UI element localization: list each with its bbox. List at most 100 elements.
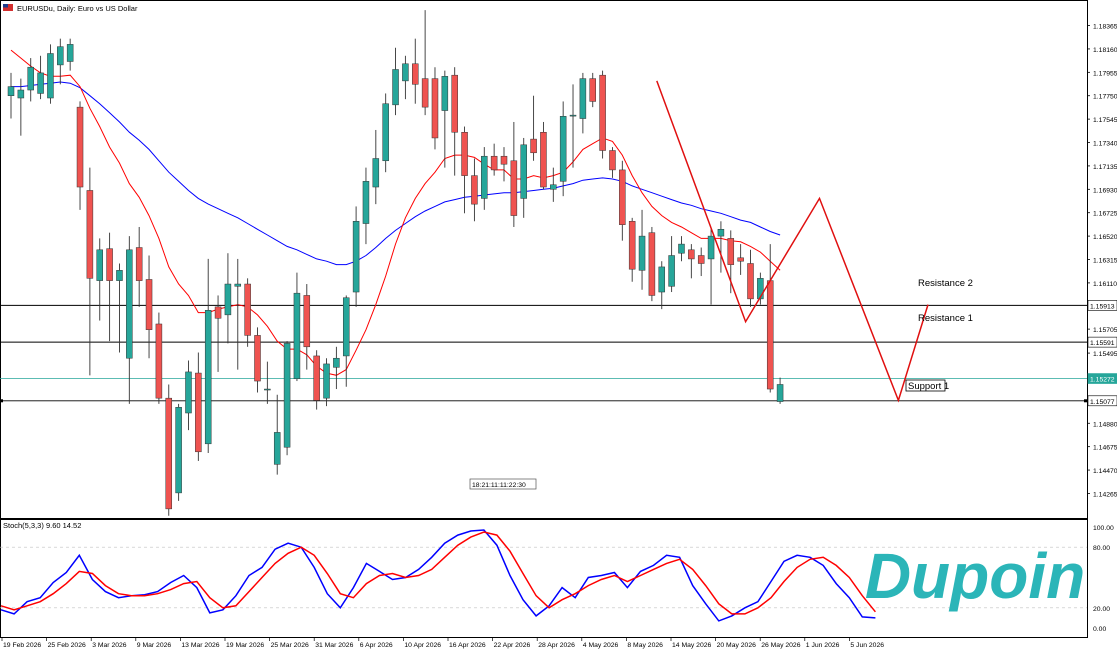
candle-body bbox=[776, 384, 784, 402]
y-tick-label: 1.16315 bbox=[1093, 258, 1117, 265]
moving-averages-layer bbox=[10, 49, 781, 376]
candle-body bbox=[737, 257, 744, 262]
candle bbox=[747, 249, 754, 307]
candle-body bbox=[185, 371, 192, 414]
candle-body bbox=[392, 69, 399, 106]
candle-body bbox=[165, 397, 173, 510]
candle bbox=[510, 121, 518, 227]
y-tick-label: 1.17135 bbox=[1093, 164, 1117, 171]
support-line-handle bbox=[1084, 399, 1087, 403]
time-box-text: 18:21:11:11:22:30 bbox=[472, 482, 526, 489]
candle bbox=[352, 206, 360, 307]
candle-body bbox=[579, 78, 587, 119]
candle-body bbox=[313, 355, 320, 401]
candle bbox=[47, 44, 54, 104]
candle bbox=[126, 236, 133, 404]
candle bbox=[658, 261, 666, 310]
candle-body bbox=[283, 343, 291, 448]
candle bbox=[66, 38, 74, 71]
candle-body bbox=[766, 280, 774, 390]
candle bbox=[392, 47, 399, 116]
candle-body bbox=[648, 232, 656, 296]
candle bbox=[559, 101, 567, 197]
candle bbox=[599, 70, 606, 159]
candle bbox=[471, 158, 478, 222]
candle-body bbox=[441, 76, 449, 111]
candles-layer bbox=[7, 10, 784, 516]
candle-body bbox=[224, 283, 232, 316]
candle-body bbox=[569, 114, 577, 117]
candle bbox=[165, 384, 173, 516]
x-tick-label: 6 Apr 2026 bbox=[360, 642, 393, 649]
candle bbox=[323, 358, 330, 407]
candle-body bbox=[382, 103, 389, 162]
candle bbox=[17, 78, 25, 136]
candle-body bbox=[402, 63, 409, 82]
stoch-tick-label: 100.00 bbox=[1093, 525, 1114, 532]
candle-body bbox=[362, 181, 370, 224]
candle bbox=[27, 58, 34, 102]
candle-body bbox=[757, 278, 764, 300]
candle-body bbox=[7, 86, 15, 96]
candle-body bbox=[204, 310, 212, 445]
x-tick-label: 3 Mar 2026 bbox=[92, 642, 127, 649]
candle bbox=[283, 341, 291, 456]
candle bbox=[175, 403, 182, 501]
candle-body bbox=[293, 292, 301, 380]
stoch-label: Stoch(5,3,3) 9.60 14.52 bbox=[3, 521, 81, 530]
stoch-tick-label: 20.00 bbox=[1093, 606, 1110, 613]
x-tick-label: 13 Mar 2026 bbox=[181, 642, 219, 649]
ma-fast-line bbox=[10, 49, 781, 376]
candle bbox=[204, 258, 212, 453]
price-tag-label: 1.15913 bbox=[1090, 303, 1115, 310]
candle bbox=[569, 84, 577, 168]
candle bbox=[244, 278, 251, 347]
y-tick-label: 1.16725 bbox=[1093, 211, 1117, 218]
candle bbox=[372, 129, 380, 205]
candle-body bbox=[135, 247, 143, 281]
candle-body bbox=[254, 335, 261, 382]
y-tick-label: 1.15705 bbox=[1093, 327, 1117, 334]
candle-body bbox=[17, 89, 25, 99]
candle-body bbox=[727, 238, 735, 265]
horizontal-lines-layer bbox=[0, 304, 1087, 403]
price-tag-box bbox=[1087, 300, 1117, 311]
candle bbox=[461, 126, 468, 214]
y-tick-label: 1.16930 bbox=[1093, 187, 1117, 194]
resistance-1-label: Resistance 1 bbox=[918, 313, 973, 324]
x-tick-label: 1 Jun 2026 bbox=[806, 642, 840, 649]
candle bbox=[619, 160, 626, 241]
candle bbox=[96, 238, 103, 321]
candle-body bbox=[323, 363, 330, 399]
candle-body bbox=[500, 155, 508, 165]
candle-body bbox=[550, 184, 557, 190]
candle bbox=[362, 167, 370, 245]
price-tag-box bbox=[1087, 373, 1117, 384]
candle bbox=[333, 346, 340, 390]
candle-body bbox=[303, 295, 311, 348]
time-box bbox=[469, 478, 537, 490]
candle bbox=[264, 361, 271, 404]
y-tick-label: 1.17340 bbox=[1093, 141, 1117, 148]
y-tick-label: 1.14470 bbox=[1093, 468, 1117, 475]
candle-body bbox=[175, 407, 182, 494]
candle bbox=[195, 352, 202, 461]
candle bbox=[313, 350, 320, 410]
candle-body bbox=[421, 78, 429, 108]
candle bbox=[717, 221, 725, 273]
candle-body bbox=[589, 78, 596, 102]
candle bbox=[145, 255, 153, 359]
candle-body bbox=[688, 249, 695, 260]
candle-body bbox=[461, 131, 468, 176]
candle bbox=[441, 70, 449, 168]
candle-body bbox=[27, 66, 34, 91]
stochastic-layer bbox=[0, 529, 1087, 622]
candle bbox=[293, 272, 301, 382]
candle bbox=[402, 55, 409, 100]
symbol-title: EURUSDu, Daily: Euro vs US Dollar bbox=[17, 4, 138, 13]
candle bbox=[421, 10, 429, 116]
candle bbox=[579, 72, 587, 134]
x-tick-label: 28 Apr 2026 bbox=[538, 642, 575, 649]
y-tick-label: 1.17955 bbox=[1093, 70, 1117, 77]
